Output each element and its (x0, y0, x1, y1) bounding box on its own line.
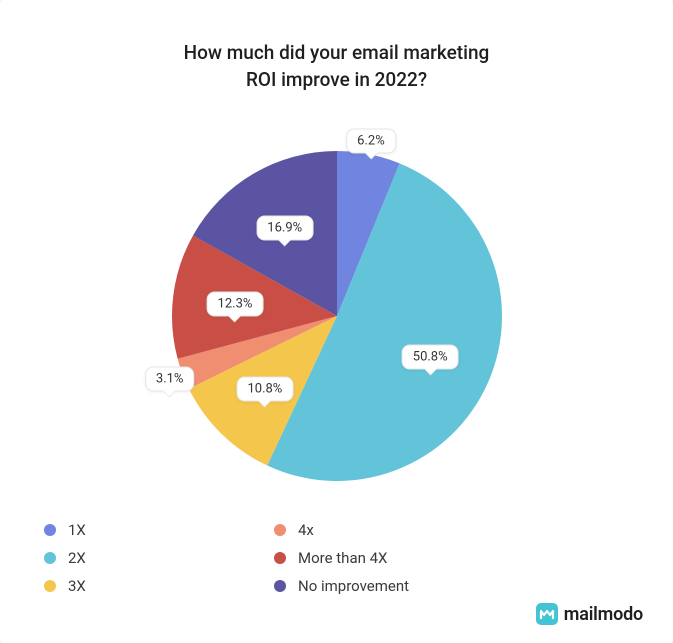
brand-logo: mailmodo (536, 603, 643, 625)
legend-swatch (44, 552, 56, 564)
legend-swatch (44, 524, 56, 536)
slice-label: 16.9% (256, 215, 313, 240)
chart-title: How much did your email marketing ROI im… (44, 40, 629, 93)
legend-swatch (44, 580, 56, 592)
pie-svg (152, 131, 522, 501)
brand-text: mailmodo (564, 604, 643, 625)
slice-label: 6.2% (346, 129, 396, 154)
legend-label: 4x (298, 521, 314, 539)
legend-item: 1X (44, 521, 224, 539)
legend-swatch (274, 552, 286, 564)
legend-label: 2X (68, 549, 86, 567)
slice-label: 3.1% (145, 366, 195, 391)
slice-label: 10.8% (236, 377, 293, 402)
legend-item: 4x (274, 521, 454, 539)
legend-label: 1X (68, 521, 86, 539)
legend-item: More than 4X (274, 549, 454, 567)
pie-chart: 6.2% 50.8% 10.8% 3.1% 12.3% 16.9% (44, 121, 629, 511)
brand-mark-icon (536, 603, 558, 625)
legend-label: No improvement (298, 577, 409, 595)
slice-label: 50.8% (402, 345, 459, 370)
legend-swatch (274, 524, 286, 536)
legend-item: No improvement (274, 577, 454, 595)
chart-card: How much did your email marketing ROI im… (0, 0, 673, 643)
legend-swatch (274, 580, 286, 592)
legend-label: 3X (68, 577, 86, 595)
slice-label: 12.3% (207, 291, 264, 316)
legend: 1X 4x 2X More than 4X 3X No improvement (44, 521, 629, 595)
legend-item: 3X (44, 577, 224, 595)
legend-item: 2X (44, 549, 224, 567)
legend-label: More than 4X (298, 549, 387, 567)
